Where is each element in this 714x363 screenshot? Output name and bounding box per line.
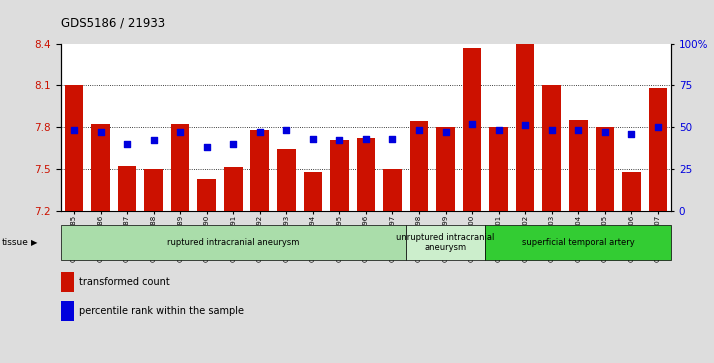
- Point: [625, 131, 637, 136]
- Bar: [648, 88, 667, 211]
- Point: [440, 129, 451, 135]
- Bar: [144, 169, 163, 211]
- Point: [174, 129, 186, 135]
- Bar: [406, 225, 486, 260]
- Point: [599, 129, 610, 135]
- Bar: [569, 120, 588, 211]
- Text: transformed count: transformed count: [79, 277, 169, 287]
- Text: tissue: tissue: [1, 238, 29, 247]
- Bar: [118, 166, 136, 211]
- Bar: [383, 169, 402, 211]
- Text: ruptured intracranial aneurysm: ruptured intracranial aneurysm: [167, 238, 299, 247]
- Point: [201, 144, 212, 150]
- Bar: [251, 130, 269, 211]
- Bar: [489, 127, 508, 211]
- Bar: [65, 85, 84, 211]
- Bar: [486, 225, 671, 260]
- Point: [148, 138, 159, 143]
- Point: [95, 129, 106, 135]
- Point: [413, 127, 425, 133]
- Bar: [91, 124, 110, 211]
- Bar: [197, 179, 216, 211]
- Bar: [224, 167, 243, 211]
- Point: [546, 127, 558, 133]
- Point: [281, 127, 292, 133]
- Bar: [516, 44, 535, 211]
- Text: GDS5186 / 21933: GDS5186 / 21933: [61, 16, 165, 29]
- Point: [573, 127, 584, 133]
- Text: superficial temporal artery: superficial temporal artery: [522, 238, 635, 247]
- Bar: [61, 225, 406, 260]
- Point: [493, 127, 504, 133]
- Bar: [61, 301, 74, 321]
- Text: percentile rank within the sample: percentile rank within the sample: [79, 306, 243, 317]
- Bar: [622, 172, 640, 211]
- Point: [333, 138, 345, 143]
- Point: [387, 136, 398, 142]
- Bar: [303, 172, 322, 211]
- Bar: [436, 127, 455, 211]
- Point: [360, 136, 371, 142]
- Bar: [277, 149, 296, 211]
- Point: [121, 141, 133, 147]
- Bar: [463, 48, 481, 211]
- Point: [228, 141, 239, 147]
- Bar: [330, 140, 348, 211]
- Bar: [171, 124, 189, 211]
- Bar: [356, 138, 376, 211]
- Point: [520, 122, 531, 128]
- Bar: [595, 127, 614, 211]
- Bar: [543, 85, 561, 211]
- Bar: [61, 272, 74, 292]
- Point: [466, 121, 478, 127]
- Text: ▶: ▶: [31, 238, 37, 247]
- Point: [652, 124, 663, 130]
- Point: [307, 136, 318, 142]
- Point: [254, 129, 266, 135]
- Bar: [410, 122, 428, 211]
- Point: [69, 127, 80, 133]
- Text: unruptured intracranial
aneurysm: unruptured intracranial aneurysm: [396, 233, 495, 252]
